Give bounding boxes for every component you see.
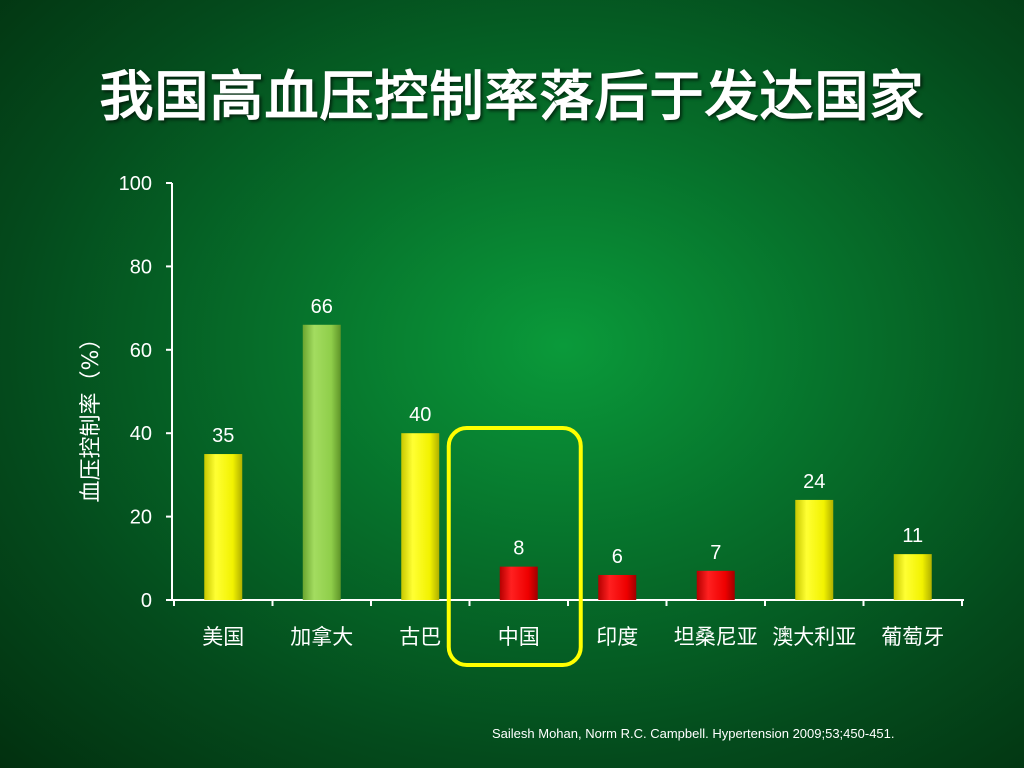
data-label: 11	[902, 525, 923, 547]
data-label: 6	[612, 546, 623, 568]
bar-5	[696, 570, 735, 600]
category-label: 澳大利亚	[772, 625, 856, 649]
y-tick-label: 0	[141, 590, 152, 612]
bar-0	[204, 454, 243, 600]
data-label: 24	[803, 471, 825, 493]
y-tick-label: 80	[130, 256, 152, 278]
data-label: 8	[513, 538, 524, 560]
data-label: 40	[409, 404, 431, 426]
y-axis-label: 血压控制率（%）	[79, 328, 104, 503]
y-tick-label: 60	[130, 340, 152, 362]
y-tick-label: 40	[130, 423, 152, 445]
category-label: 印度	[596, 625, 638, 649]
citation: Sailesh Mohan, Norm R.C. Campbell. Hyper…	[492, 726, 895, 741]
data-label: 7	[710, 542, 721, 564]
axes	[166, 182, 964, 606]
slide-title: 我国高血压控制率落后于发达国家	[99, 65, 925, 128]
highlight-box	[446, 426, 583, 667]
category-label: 中国	[498, 625, 540, 649]
bar-2	[401, 433, 440, 600]
y-tick-label: 20	[130, 507, 152, 529]
bar-7	[893, 554, 932, 600]
y-tick-label: 100	[119, 173, 152, 195]
category-label: 坦桑尼亚	[674, 625, 758, 649]
category-label: 美国	[202, 625, 244, 649]
category-label: 加拿大	[290, 625, 353, 649]
data-label: 66	[311, 296, 333, 318]
bar-3	[499, 566, 538, 600]
category-label: 古巴	[399, 625, 441, 649]
labels: 0 20 40 60 80 100 35 美国 66 加拿大 40 古巴 8 中国 6 印度 7 坦桑尼亚 24 澳大…	[119, 173, 944, 667]
bar-6	[795, 499, 834, 600]
category-label: 葡萄牙	[881, 625, 944, 649]
bars	[204, 324, 932, 600]
data-label: 35	[212, 425, 234, 447]
bar-1	[302, 324, 341, 600]
bar-4	[598, 574, 637, 600]
